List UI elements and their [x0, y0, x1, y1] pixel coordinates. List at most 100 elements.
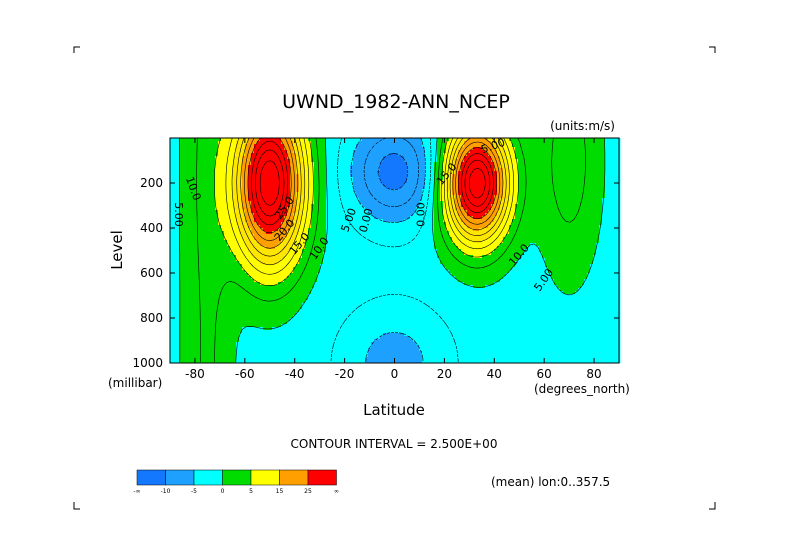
contour-cell [593, 186, 597, 190]
contour-cell [398, 156, 402, 160]
contour-cell [596, 225, 600, 229]
contour-cell [203, 162, 207, 166]
contour-cell [530, 225, 534, 229]
contour-cell [275, 219, 279, 223]
contour-cell [236, 207, 240, 211]
contour-cell [332, 153, 336, 157]
contour-cell [239, 228, 243, 232]
contour-cell [374, 195, 378, 199]
contour-cell [398, 189, 402, 193]
contour-cell [200, 138, 204, 142]
contour-cell [575, 183, 579, 187]
contour-cell [587, 138, 591, 142]
contour-cell [230, 216, 234, 220]
contour-cell [446, 207, 450, 211]
contour-cell [545, 138, 549, 142]
contour-cell [236, 195, 240, 199]
contour-cell [308, 144, 312, 148]
contour-cell [266, 180, 270, 184]
contour-cell [305, 225, 309, 229]
contour-cell [287, 195, 291, 199]
contour-cell [305, 156, 309, 160]
contour-cell [545, 186, 549, 190]
contour-cell [467, 192, 471, 196]
contour-cell [344, 147, 348, 151]
contour-cell [173, 234, 177, 238]
contour-cell [560, 186, 564, 190]
contour-cell [611, 171, 615, 175]
contour-cell [608, 168, 612, 172]
contour-cell [431, 186, 435, 190]
contour-cell [494, 162, 498, 166]
contour-cell [257, 186, 261, 190]
contour-cell [185, 138, 189, 142]
contour-cell [269, 192, 273, 196]
contour-cell [347, 189, 351, 193]
contour-cell [221, 210, 225, 214]
contour-cell [584, 225, 588, 229]
contour-cell [266, 192, 270, 196]
contour-cell [539, 150, 543, 154]
contour-cell [323, 183, 327, 187]
contour-cell [323, 189, 327, 193]
contour-cell [521, 147, 525, 151]
contour-cell [314, 150, 318, 154]
contour-cell [248, 159, 252, 163]
contour-cell [557, 177, 561, 181]
contour-cell [593, 168, 597, 172]
contour-cell [347, 171, 351, 175]
contour-cell [452, 186, 456, 190]
contour-cell [269, 210, 273, 214]
contour-cell [368, 174, 372, 178]
contour-cell [356, 234, 360, 238]
contour-cell [512, 201, 516, 205]
contour-cell [326, 165, 330, 169]
contour-cell [323, 216, 327, 220]
contour-cell [599, 216, 603, 220]
contour-cell [254, 237, 258, 241]
contour-cell [449, 138, 453, 142]
contour-cell [323, 177, 327, 181]
contour-cell [251, 201, 255, 205]
contour-cell [599, 168, 603, 172]
contour-cell [320, 201, 324, 205]
contour-cell [239, 210, 243, 214]
contour-cell [416, 144, 420, 148]
contour-cell [386, 189, 390, 193]
contour-cell [290, 201, 294, 205]
contour-cell [332, 219, 336, 223]
contour-cell [317, 222, 321, 226]
contour-cell [386, 162, 390, 166]
contour-cell [431, 183, 435, 187]
contour-cell [614, 195, 618, 199]
contour-cell [590, 180, 594, 184]
contour-cell [452, 174, 456, 178]
contour-cell [422, 189, 426, 193]
contour-cell [275, 177, 279, 181]
contour-cell [527, 219, 531, 223]
contour-cell [608, 216, 612, 220]
contour-cell [335, 177, 339, 181]
contour-cell [209, 186, 213, 190]
contour-cell [314, 156, 318, 160]
contour-cell [230, 183, 234, 187]
contour-cell [533, 234, 537, 238]
contour-cell [599, 192, 603, 196]
contour-cell [176, 171, 180, 175]
contour-cell [599, 177, 603, 181]
contour-cell [485, 180, 489, 184]
contour-cell [221, 213, 225, 217]
contour-cell [218, 189, 222, 193]
contour-cell [440, 207, 444, 211]
contour-cell [455, 198, 459, 202]
contour-cell [170, 180, 174, 184]
contour-cell [314, 144, 318, 148]
contour-cell [188, 153, 192, 157]
contour-cell [410, 141, 414, 145]
contour-cell [233, 207, 237, 211]
contour-cell [173, 192, 177, 196]
contour-cell [605, 153, 609, 157]
contour-cell [191, 186, 195, 190]
contour-cell [179, 150, 183, 154]
contour-cell [587, 183, 591, 187]
